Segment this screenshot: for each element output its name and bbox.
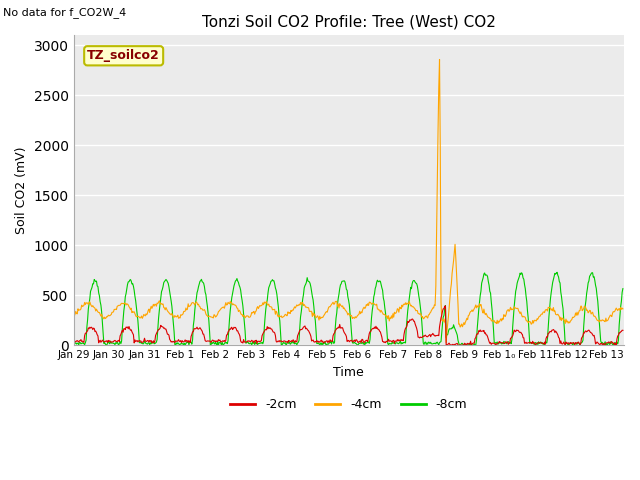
Line: -8cm: -8cm bbox=[74, 272, 623, 345]
-4cm bbox=[324, 305, 332, 311]
-2cm bbox=[147, 338, 154, 344]
-4cm bbox=[442, 340, 450, 346]
Title: Tonzi Soil CO2 Profile: Tree (West) CO2: Tonzi Soil CO2 Profile: Tree (West) CO2 bbox=[202, 15, 495, 30]
-4cm bbox=[70, 316, 77, 322]
-4cm bbox=[147, 306, 154, 312]
-8cm bbox=[70, 339, 77, 345]
-8cm bbox=[478, 280, 486, 286]
-4cm bbox=[465, 312, 473, 318]
-2cm bbox=[619, 327, 627, 333]
Line: -2cm: -2cm bbox=[74, 306, 623, 345]
Text: TZ_soilco2: TZ_soilco2 bbox=[87, 49, 160, 62]
-4cm bbox=[304, 304, 312, 310]
-8cm bbox=[553, 269, 561, 275]
-2cm bbox=[442, 303, 449, 309]
-8cm bbox=[465, 342, 472, 348]
-2cm bbox=[465, 341, 473, 347]
-2cm bbox=[442, 342, 450, 348]
-8cm bbox=[326, 340, 333, 346]
-4cm bbox=[479, 309, 486, 314]
-2cm bbox=[324, 338, 332, 344]
Y-axis label: Soil CO2 (mV): Soil CO2 (mV) bbox=[15, 146, 28, 234]
Line: -4cm: -4cm bbox=[74, 60, 623, 343]
-2cm bbox=[479, 328, 486, 334]
-8cm bbox=[72, 340, 79, 346]
-8cm bbox=[305, 279, 312, 285]
-8cm bbox=[213, 342, 221, 348]
X-axis label: Time: Time bbox=[333, 366, 364, 379]
Text: No data for f_CO2W_4: No data for f_CO2W_4 bbox=[3, 7, 127, 18]
-4cm bbox=[72, 309, 79, 314]
-8cm bbox=[619, 286, 627, 291]
Legend: -2cm, -4cm, -8cm: -2cm, -4cm, -8cm bbox=[225, 394, 472, 417]
-2cm bbox=[72, 339, 79, 345]
-2cm bbox=[304, 327, 312, 333]
-8cm bbox=[147, 340, 154, 346]
-2cm bbox=[70, 338, 77, 344]
-4cm bbox=[436, 57, 444, 62]
-4cm bbox=[619, 306, 627, 312]
